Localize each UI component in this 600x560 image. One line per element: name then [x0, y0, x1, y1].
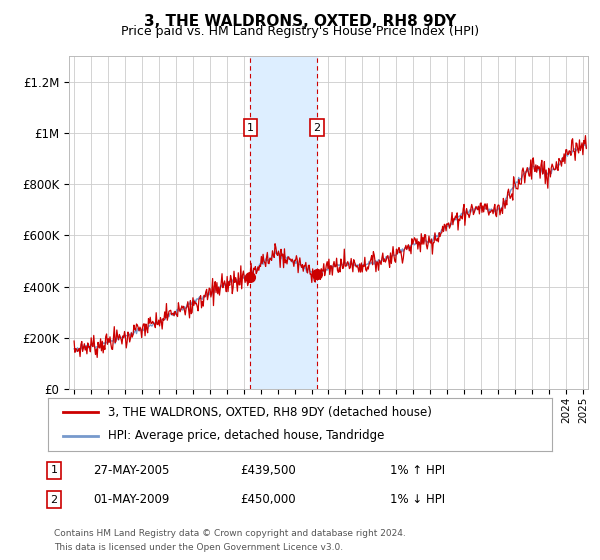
Text: 1% ↑ HPI: 1% ↑ HPI	[390, 464, 445, 477]
Text: 3, THE WALDRONS, OXTED, RH8 9DY: 3, THE WALDRONS, OXTED, RH8 9DY	[144, 14, 456, 29]
Text: 01-MAY-2009: 01-MAY-2009	[93, 493, 169, 506]
Text: 2: 2	[50, 494, 58, 505]
Bar	[250, 56, 317, 389]
Text: Price paid vs. HM Land Registry's House Price Index (HPI): Price paid vs. HM Land Registry's House …	[121, 25, 479, 38]
Text: £439,500: £439,500	[240, 464, 296, 477]
Text: Contains HM Land Registry data © Crown copyright and database right 2024.: Contains HM Land Registry data © Crown c…	[54, 529, 406, 538]
Text: 1: 1	[247, 123, 254, 133]
Text: 2: 2	[314, 123, 320, 133]
Text: 3, THE WALDRONS, OXTED, RH8 9DY (detached house): 3, THE WALDRONS, OXTED, RH8 9DY (detache…	[109, 406, 433, 419]
Text: 1: 1	[50, 465, 58, 475]
Text: This data is licensed under the Open Government Licence v3.0.: This data is licensed under the Open Gov…	[54, 543, 343, 552]
Text: £450,000: £450,000	[240, 493, 296, 506]
Text: HPI: Average price, detached house, Tandridge: HPI: Average price, detached house, Tand…	[109, 430, 385, 442]
Text: 1% ↓ HPI: 1% ↓ HPI	[390, 493, 445, 506]
Text: 27-MAY-2005: 27-MAY-2005	[93, 464, 169, 477]
